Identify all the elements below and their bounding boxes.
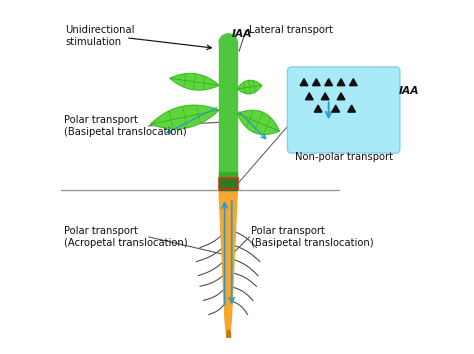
Polygon shape	[305, 93, 313, 100]
Bar	[219, 43, 237, 190]
Polygon shape	[314, 105, 322, 112]
Bar	[219, 177, 237, 190]
Text: Polar transport
(Acropetal translocation): Polar transport (Acropetal translocation…	[64, 226, 188, 248]
Polygon shape	[321, 93, 329, 100]
Text: IAA: IAA	[232, 29, 252, 39]
Text: IAA: IAA	[399, 86, 419, 96]
Polygon shape	[337, 93, 345, 100]
Polygon shape	[170, 74, 219, 90]
Text: Polar transport
(Basipetal translocation): Polar transport (Basipetal translocation…	[251, 226, 374, 248]
Text: Unidirectional
stimulation: Unidirectional stimulation	[65, 25, 135, 47]
Polygon shape	[219, 190, 237, 334]
Polygon shape	[237, 110, 279, 135]
Polygon shape	[300, 79, 308, 86]
Text: Polar transport
(Basipetal translocation): Polar transport (Basipetal translocation…	[64, 115, 186, 137]
Polygon shape	[312, 79, 320, 86]
Bar	[219, 178, 237, 189]
Bar	[219, 172, 237, 177]
FancyBboxPatch shape	[287, 67, 400, 153]
Polygon shape	[349, 79, 357, 86]
Polygon shape	[348, 105, 356, 112]
Text: Lateral transport: Lateral transport	[249, 25, 333, 35]
Polygon shape	[337, 79, 345, 86]
Polygon shape	[325, 79, 333, 86]
Polygon shape	[219, 34, 237, 43]
Polygon shape	[237, 80, 262, 94]
Text: Non-polar transport: Non-polar transport	[295, 152, 392, 162]
Polygon shape	[151, 105, 219, 129]
Polygon shape	[332, 105, 339, 112]
